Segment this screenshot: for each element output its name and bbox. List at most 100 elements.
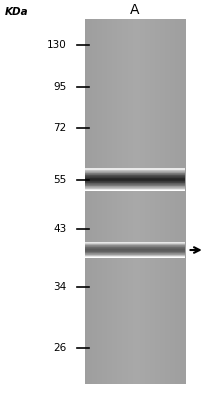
- Bar: [85, 178, 185, 179]
- Bar: [85, 249, 185, 250]
- Bar: [85, 179, 185, 180]
- Text: 72: 72: [53, 123, 67, 133]
- Bar: [120, 19, 123, 384]
- Text: A: A: [130, 3, 140, 17]
- Bar: [85, 181, 185, 182]
- Bar: [85, 172, 185, 173]
- Bar: [85, 185, 185, 186]
- Bar: [85, 169, 185, 170]
- Bar: [85, 248, 185, 249]
- Bar: [85, 182, 185, 183]
- Bar: [145, 19, 148, 384]
- Bar: [85, 251, 185, 252]
- Bar: [85, 183, 185, 184]
- Bar: [85, 244, 185, 245]
- Bar: [85, 190, 185, 191]
- Bar: [178, 19, 181, 384]
- Bar: [125, 19, 128, 384]
- Bar: [165, 19, 168, 384]
- Text: 130: 130: [47, 40, 67, 50]
- Bar: [85, 250, 185, 252]
- Bar: [85, 246, 185, 247]
- Text: 26: 26: [53, 344, 67, 354]
- Bar: [90, 19, 93, 384]
- Bar: [85, 175, 185, 176]
- Bar: [85, 246, 185, 247]
- Bar: [85, 171, 185, 172]
- Bar: [85, 176, 185, 177]
- Bar: [110, 19, 113, 384]
- Bar: [87, 19, 90, 384]
- Bar: [135, 19, 138, 384]
- Bar: [155, 19, 158, 384]
- Text: KDa: KDa: [4, 7, 28, 17]
- Bar: [85, 189, 185, 190]
- Bar: [85, 174, 185, 176]
- Bar: [85, 184, 185, 186]
- Bar: [153, 19, 156, 384]
- Bar: [173, 19, 176, 384]
- Bar: [85, 182, 185, 184]
- Bar: [85, 243, 185, 244]
- Bar: [85, 256, 185, 258]
- Bar: [107, 19, 110, 384]
- Bar: [170, 19, 173, 384]
- Bar: [128, 19, 130, 384]
- Bar: [148, 19, 151, 384]
- Bar: [85, 255, 185, 256]
- Bar: [85, 184, 185, 185]
- Bar: [85, 244, 185, 246]
- Bar: [150, 19, 153, 384]
- Bar: [85, 187, 185, 188]
- Bar: [85, 188, 185, 189]
- Text: 34: 34: [53, 282, 67, 292]
- Bar: [175, 19, 178, 384]
- Bar: [85, 247, 185, 248]
- Bar: [158, 19, 161, 384]
- Bar: [85, 179, 185, 180]
- Bar: [85, 187, 185, 188]
- Bar: [85, 19, 185, 384]
- Bar: [85, 177, 185, 178]
- Bar: [85, 243, 185, 244]
- Bar: [85, 253, 185, 254]
- Bar: [140, 19, 143, 384]
- Text: 95: 95: [53, 82, 67, 92]
- Bar: [85, 252, 185, 253]
- Bar: [85, 19, 88, 384]
- Bar: [112, 19, 115, 384]
- Bar: [130, 19, 133, 384]
- Bar: [138, 19, 141, 384]
- Bar: [160, 19, 163, 384]
- Bar: [85, 256, 185, 257]
- Bar: [85, 171, 185, 172]
- Bar: [181, 19, 183, 384]
- Bar: [97, 19, 100, 384]
- Text: 55: 55: [53, 175, 67, 185]
- Bar: [85, 173, 185, 174]
- Text: 43: 43: [53, 224, 67, 234]
- Bar: [85, 255, 185, 256]
- Bar: [85, 254, 185, 255]
- Bar: [85, 249, 185, 250]
- Bar: [85, 168, 185, 170]
- Bar: [85, 245, 185, 246]
- Bar: [85, 186, 185, 187]
- Bar: [95, 19, 98, 384]
- Bar: [85, 180, 185, 181]
- Bar: [85, 250, 185, 251]
- Bar: [115, 19, 118, 384]
- Bar: [85, 242, 185, 243]
- Bar: [183, 19, 186, 384]
- Bar: [85, 176, 185, 178]
- Bar: [102, 19, 105, 384]
- Bar: [163, 19, 166, 384]
- Bar: [105, 19, 108, 384]
- Bar: [100, 19, 103, 384]
- Bar: [143, 19, 146, 384]
- Bar: [168, 19, 171, 384]
- Bar: [85, 252, 185, 253]
- Bar: [85, 174, 185, 175]
- Bar: [133, 19, 135, 384]
- Bar: [122, 19, 125, 384]
